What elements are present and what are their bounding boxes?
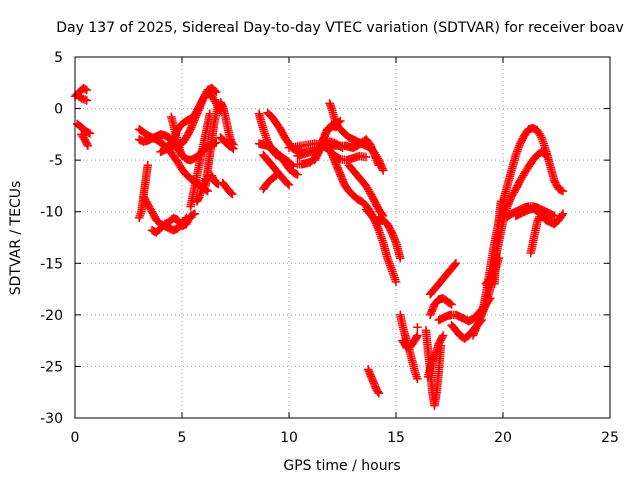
data-point <box>143 161 153 170</box>
data-point <box>391 277 401 287</box>
data-point <box>229 144 238 154</box>
x-axis-label: GPS time / hours <box>283 458 400 474</box>
data-point <box>283 179 292 188</box>
data-point <box>284 180 294 190</box>
data-point <box>211 87 221 97</box>
data-point <box>190 209 200 219</box>
data-point <box>361 152 371 162</box>
data-point <box>211 138 221 147</box>
series-s19 <box>218 178 237 199</box>
series-s31 <box>327 135 384 170</box>
series-s17 <box>216 98 238 149</box>
y-axis-label: SDTVAR / TECUs <box>8 181 24 296</box>
x-tick-label: 25 <box>601 430 619 446</box>
data-point <box>378 166 388 175</box>
y-tick-label: -25 <box>40 359 63 375</box>
data-point <box>557 211 567 220</box>
series-s37 <box>398 331 422 353</box>
data-point <box>413 374 422 384</box>
y-tick-label: 5 <box>54 50 63 66</box>
series-s48 <box>490 197 506 289</box>
series-s11 <box>147 209 200 237</box>
y-tick-label: -10 <box>40 205 63 221</box>
data-point <box>82 85 92 95</box>
series-s22 <box>259 150 294 190</box>
y-tick-label: -5 <box>49 153 63 169</box>
series-s51 <box>526 212 544 258</box>
data-point <box>373 387 383 396</box>
series-s42 <box>425 294 456 320</box>
series-s40 <box>423 331 448 381</box>
data-point <box>535 212 544 222</box>
series-s12 <box>167 112 187 161</box>
series-s34 <box>374 212 405 263</box>
plot-frame <box>74 56 611 419</box>
data-point <box>558 186 568 196</box>
data-point <box>451 259 461 268</box>
x-tick-label: 10 <box>280 430 298 446</box>
data-point <box>541 150 551 160</box>
data-point <box>558 209 568 219</box>
series-s33 <box>361 205 401 287</box>
series-s13 <box>186 109 215 211</box>
series-s04 <box>77 130 93 150</box>
chart-title: Day 137 of 2025, Sidereal Day-to-day VTE… <box>56 20 624 36</box>
series-layer <box>70 83 568 410</box>
x-tick-label: 20 <box>494 430 512 446</box>
data-point <box>496 197 506 206</box>
series-s21 <box>254 139 302 179</box>
grid-layer <box>75 57 610 418</box>
data-point <box>228 189 237 199</box>
data-point <box>413 322 422 332</box>
series-s18 <box>216 133 238 154</box>
data-point <box>177 151 187 161</box>
data-point <box>445 299 455 308</box>
series-s03 <box>72 119 95 138</box>
data-point <box>271 171 281 180</box>
series-s35 <box>363 365 384 398</box>
y-tick-label: -30 <box>40 411 63 427</box>
data-point <box>550 211 559 221</box>
series-s39 <box>421 326 446 410</box>
series-s38 <box>413 322 422 332</box>
series-s50 <box>511 204 568 229</box>
data-point <box>413 331 422 340</box>
data-point <box>438 331 448 340</box>
data-point <box>374 161 384 170</box>
series-s43 <box>434 294 495 326</box>
series-s41 <box>425 259 461 299</box>
data-point <box>85 129 95 138</box>
data-point <box>82 96 92 105</box>
data-point <box>226 188 236 198</box>
data-point <box>396 253 405 263</box>
data-point <box>83 141 93 150</box>
axis-ticks: 0 5 10 15 20 25 5 0 -5 -10 -15 -20 -25 -30 <box>40 50 619 446</box>
x-tick-label: 5 <box>178 430 187 446</box>
data-point <box>447 300 456 309</box>
x-tick-label: 15 <box>387 430 405 446</box>
data-point <box>82 139 92 149</box>
data-point <box>450 260 460 269</box>
y-tick-label: 0 <box>54 102 63 118</box>
data-point <box>293 170 302 179</box>
series-s23 <box>259 171 281 194</box>
y-tick-label: -20 <box>40 308 63 324</box>
data-point <box>540 149 549 159</box>
y-tick-label: -15 <box>40 256 63 272</box>
data-point <box>374 388 384 398</box>
data-point <box>270 172 279 181</box>
x-tick-label: 0 <box>71 430 80 446</box>
data-point <box>228 143 237 153</box>
data-point <box>210 86 220 95</box>
